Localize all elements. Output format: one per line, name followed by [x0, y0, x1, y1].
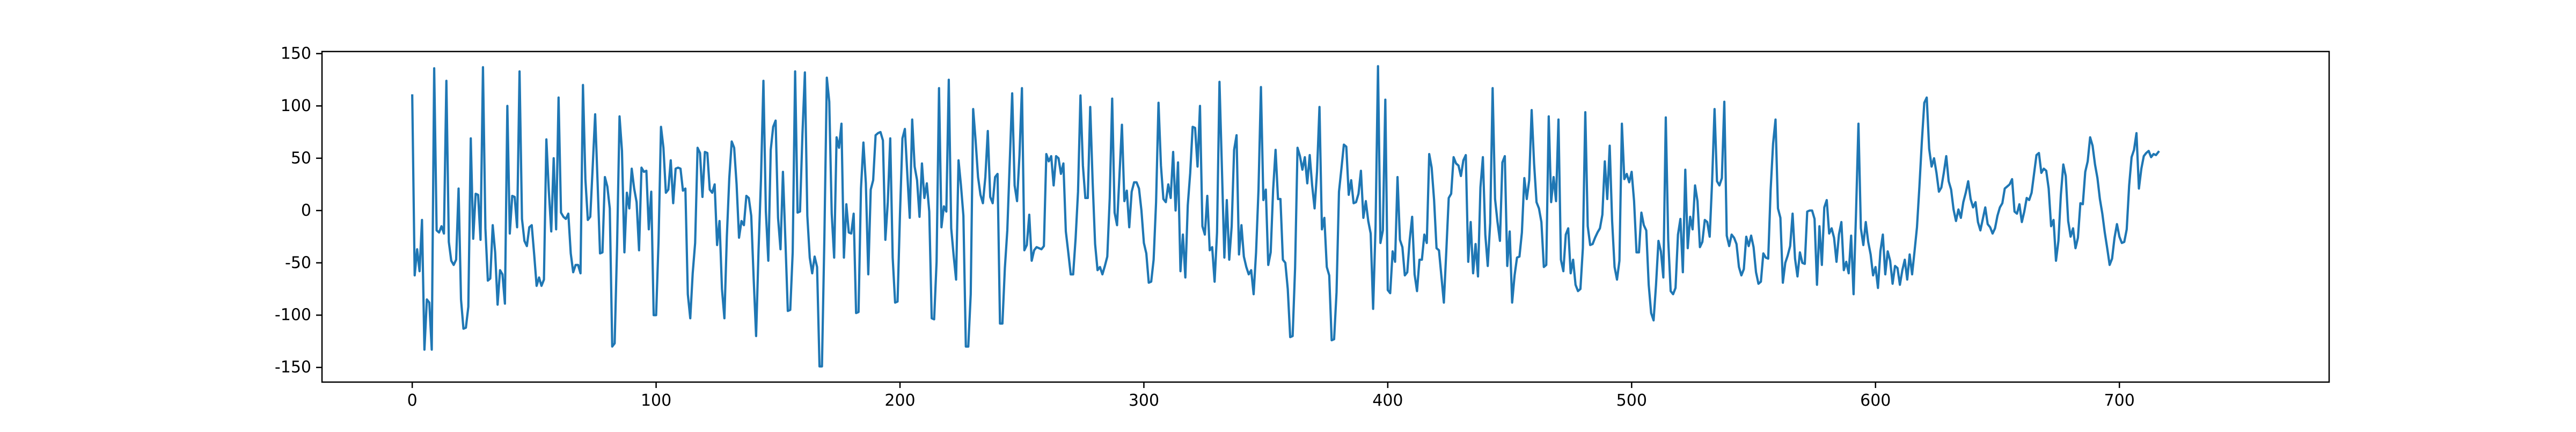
x-axis: 0 100 200 300 400 500 600 700	[407, 382, 2135, 410]
x-tick-label: 500	[1616, 391, 1647, 410]
y-tick-label: -50	[285, 253, 311, 272]
x-tick-label: 300	[1129, 391, 1159, 410]
x-tick-label: 100	[641, 391, 671, 410]
y-tick-label: 150	[281, 44, 311, 63]
y-axis: -150 -100 -50 0 50 100 150	[275, 44, 322, 377]
x-tick-label: 700	[2104, 391, 2135, 410]
x-tick-label: 200	[884, 391, 915, 410]
plot-frame	[321, 50, 2330, 383]
y-tick-label: -100	[275, 306, 311, 325]
y-tick-label: 0	[301, 201, 311, 220]
x-tick-label: 600	[1860, 391, 1891, 410]
y-tick-label: 50	[291, 149, 311, 167]
plot-area	[411, 65, 2160, 368]
x-tick-label: 0	[407, 391, 418, 410]
series-line-0	[411, 65, 2160, 368]
y-tick-label: 100	[281, 97, 311, 115]
x-tick-label: 400	[1372, 391, 1403, 410]
y-tick-label: -150	[275, 358, 311, 377]
